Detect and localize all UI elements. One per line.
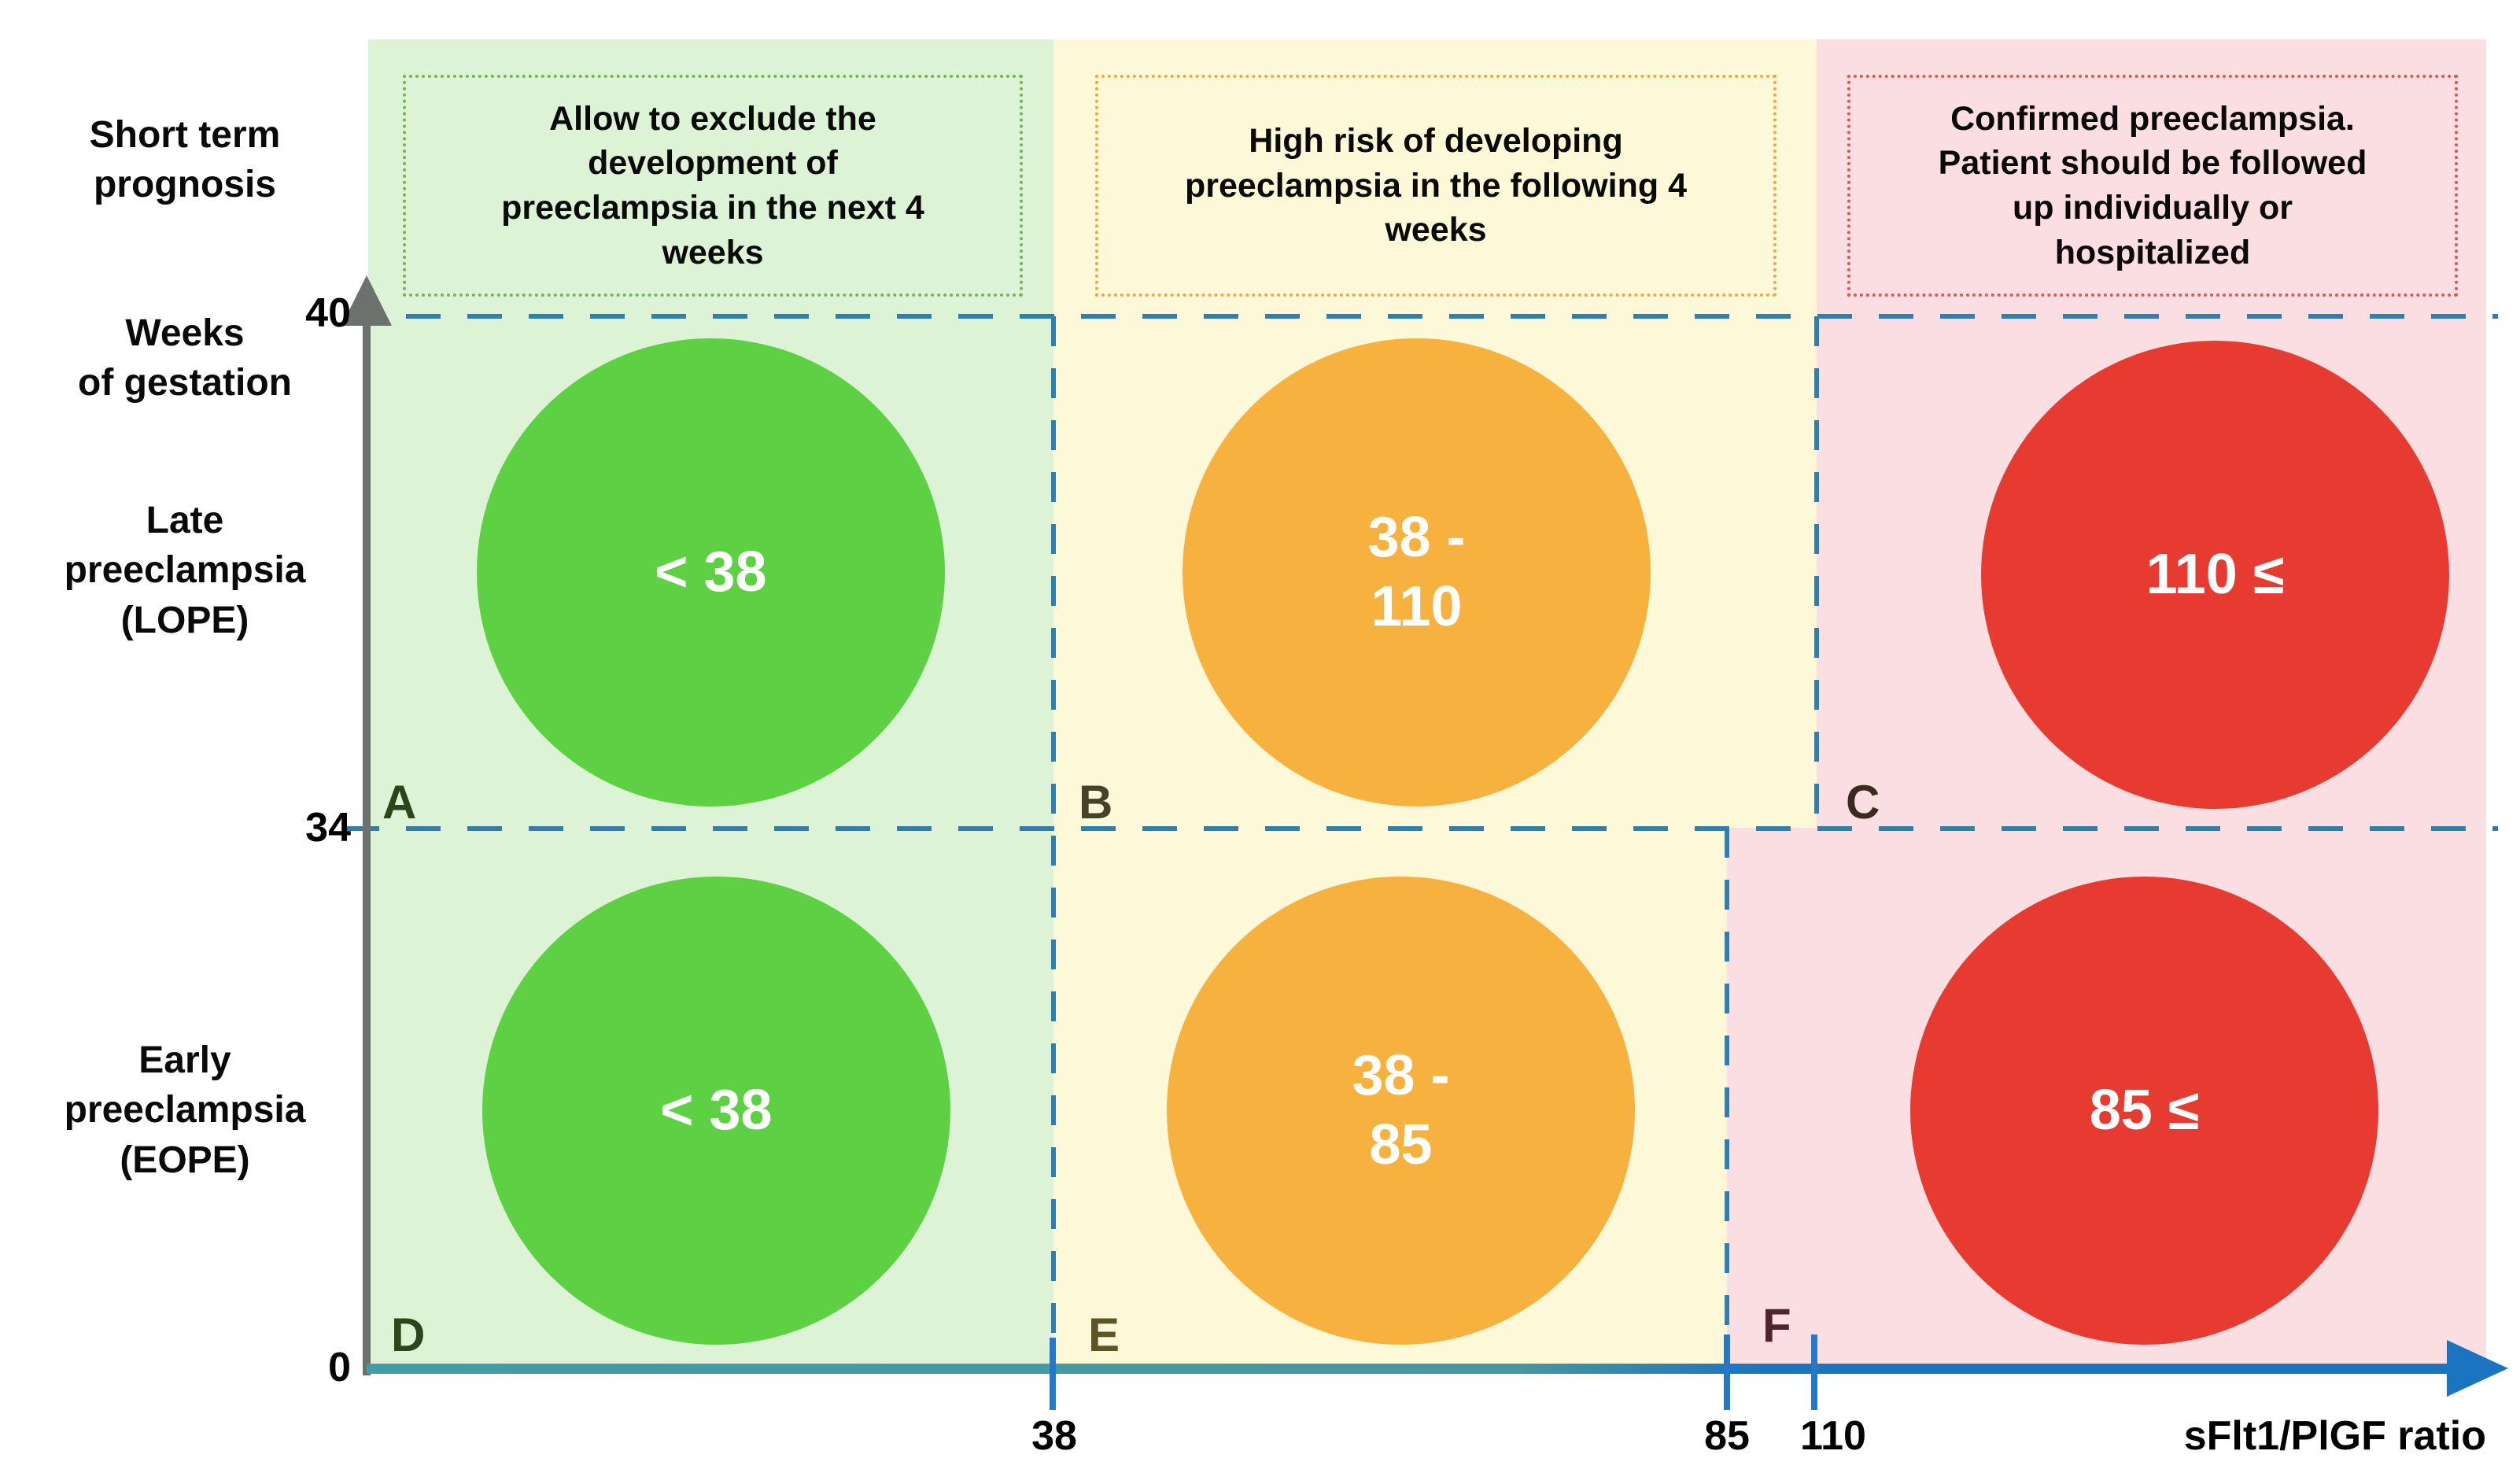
zone-label-c: C [1846,776,1880,829]
y-tick-label-34: 34 [305,805,351,851]
ratio-38-line [1051,316,1056,1370]
y-axis-line [363,317,371,1375]
circle-eope-rule-out: < 38 [482,877,950,1345]
gestation-40-line [345,314,2498,319]
label-short-term-prognosis: Short term prognosis [89,114,281,206]
x-tick-label-85: 85 [1704,1413,1750,1459]
label-weeks-of-gestation: Weeks of gestation [78,312,292,404]
x-axis-title: sFlt1/PlGF ratio [2183,1413,2486,1459]
label-early-preeclampsia: Early preeclampsia (EOPE) [64,1039,306,1181]
header-box-rule-out: Allow to exclude the development of pree… [403,75,1023,297]
x-tick-85 [1724,1334,1730,1410]
x-tick-label-110: 110 [1800,1413,1866,1459]
header-box-high-risk: High risk of developing preeclampsia in … [1095,75,1777,297]
gestation-34-line [345,826,2498,831]
zone-label-a: A [382,776,417,829]
circle-eope-confirmed: 85 ≤ [1910,877,2378,1345]
x-tick-label-38: 38 [1031,1413,1077,1459]
zone-label-f: F [1762,1299,1791,1352]
zone-label-d: D [391,1309,426,1361]
circle-lope-confirmed: 110 ≤ [1981,341,2449,809]
circle-lope-high-risk: 38 - 110 [1183,338,1651,807]
x-axis-line [367,1364,2456,1374]
zone-label-b: B [1079,776,1113,829]
y-tick-label-0: 0 [328,1345,351,1390]
ratio-85-line [1725,828,1729,1370]
x-tick-110 [1811,1334,1817,1410]
label-late-preeclampsia: Late preeclampsia (LOPE) [64,500,306,641]
ratio-110-line [1814,316,1819,826]
circle-lope-rule-out: < 38 [477,338,945,807]
zone-label-e: E [1088,1309,1120,1361]
x-axis-arrow-icon [2447,1340,2508,1397]
y-tick-label-40: 40 [305,290,351,336]
circle-eope-high-risk: 38 - 85 [1167,877,1635,1345]
x-tick-38 [1050,1338,1056,1410]
y-axis-arrow-icon [341,275,392,326]
header-box-confirmed: Confirmed preeclampsia. Patient should b… [1847,75,2458,297]
